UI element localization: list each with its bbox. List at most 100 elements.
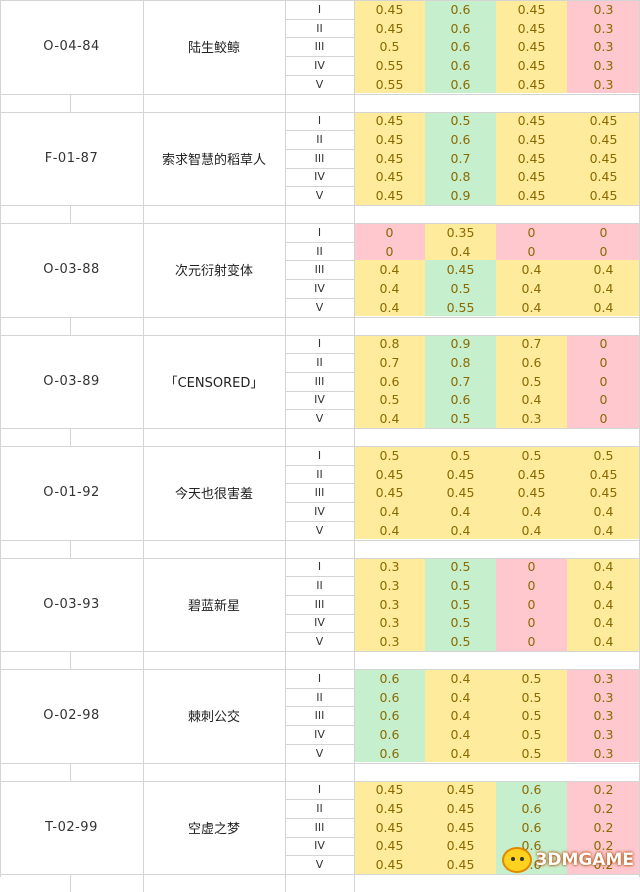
level-label: II [285,242,354,261]
grid-line [0,0,640,1]
value-cell: 0.6 [496,353,567,372]
grid-line [0,763,640,764]
value-cell: 0.4 [567,260,640,279]
value-cell: 0.2 [567,781,640,800]
grid-line [285,372,354,373]
value-cell: 0.5 [496,446,567,465]
grid-line [285,353,354,354]
value-cell: 0.45 [567,483,640,502]
value-cell: 0.7 [354,353,425,372]
value-cell: 0.8 [354,335,425,354]
grid-line [285,428,286,446]
value-cell: 0 [496,242,567,261]
grid-line [285,706,354,707]
level-label: III [285,149,354,168]
grid-line [143,94,144,112]
level-label: IV [285,279,354,298]
grid-line [354,763,355,781]
value-cell: 0.3 [354,576,425,595]
value-cell: 0.4 [567,521,640,540]
grid-line [285,465,354,466]
value-cell: 0.3 [496,409,567,428]
grid-line [285,317,286,335]
value-cell: 0.6 [425,56,496,75]
value-cell: 0.5 [496,688,567,707]
level-label: II [285,688,354,707]
value-cell: 0.4 [496,502,567,521]
watermark-text: 3DMGAME [536,850,635,870]
value-cell: 0.5 [425,576,496,595]
grid-line [143,205,144,223]
value-cell: 0.5 [354,391,425,410]
value-cell: 0 [496,632,567,651]
value-cell: 0 [496,223,567,242]
entry-id: O-04-84 [0,0,143,94]
level-label: I [285,0,354,19]
value-cell: 0 [567,242,640,261]
value-cell: 0.4 [567,298,640,317]
value-cell: 0 [354,242,425,261]
value-cell: 0 [567,372,640,391]
grid-line [285,112,286,206]
value-cell: 0.3 [567,706,640,725]
level-label: III [285,260,354,279]
level-label: V [285,521,354,540]
value-cell: 0.45 [567,465,640,484]
level-label: II [285,19,354,38]
watermark: 3DMGAME [502,847,635,873]
value-cell: 0.3 [567,56,640,75]
grid-line [354,651,355,669]
entry-name: 陆生鲛鲸 [143,0,285,94]
value-cell: 0.6 [354,706,425,725]
value-cell: 0.5 [425,446,496,465]
grid-line [0,112,640,113]
grid-line [285,242,354,243]
value-cell: 0.5 [425,409,496,428]
value-cell: 0.4 [425,242,496,261]
value-cell: 0.45 [496,186,567,205]
entry-id: O-03-93 [0,558,143,652]
value-cell: 0 [496,576,567,595]
grid-line [0,0,1,877]
grid-line [285,651,286,669]
entry-name: 次元衍射变体 [143,223,285,317]
grid-line [285,56,354,57]
value-cell: 0.45 [354,465,425,484]
grid-line [285,669,286,763]
value-cell: 0.45 [354,837,425,856]
value-cell: 0 [567,391,640,410]
value-cell: 0.5 [425,112,496,131]
grid-line [285,205,286,223]
level-label: I [285,223,354,242]
level-label: II [285,799,354,818]
value-cell: 0.45 [496,149,567,168]
grid-line [143,223,144,317]
value-cell: 0.45 [496,168,567,187]
value-cell: 0.6 [425,75,496,94]
level-label: IV [285,56,354,75]
grid-line [285,130,354,131]
grid-line [354,94,355,112]
grid-line [0,558,640,559]
value-cell: 0.3 [354,632,425,651]
value-cell: 0.6 [425,37,496,56]
grid-line [285,0,286,94]
value-cell: 0.4 [354,409,425,428]
grid-line [354,428,355,446]
value-cell: 0.4 [496,521,567,540]
level-label: V [285,409,354,428]
grid-line [285,483,354,484]
grid-line [0,223,640,224]
value-cell: 0.6 [354,725,425,744]
level-label: V [285,75,354,94]
grid-line [143,763,144,781]
value-cell: 0 [567,223,640,242]
value-cell: 0.45 [354,0,425,19]
value-cell: 0.4 [496,391,567,410]
value-cell: 0.6 [425,391,496,410]
entry-id: F-01-87 [0,112,143,206]
value-cell: 0.6 [354,669,425,688]
grid-line [70,317,71,335]
grid-line [143,651,144,669]
